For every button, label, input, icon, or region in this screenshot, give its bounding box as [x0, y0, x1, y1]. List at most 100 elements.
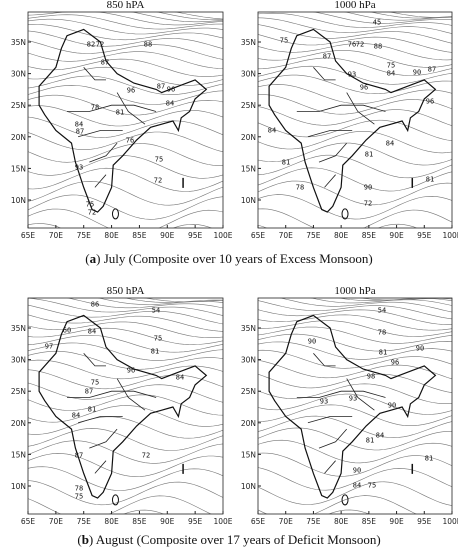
islands	[411, 463, 414, 474]
contour-line	[258, 208, 452, 228]
contour-label: 90	[413, 69, 421, 77]
lat-label: 30N	[11, 356, 26, 365]
contour-label: 93	[348, 71, 356, 79]
contour-label: 87	[75, 452, 83, 460]
contour-line	[258, 495, 417, 514]
contour-line	[258, 94, 452, 115]
map-area	[28, 12, 223, 228]
contour-label: 84	[386, 140, 394, 148]
lon-label: 95E	[188, 231, 203, 240]
contour-label: 75	[280, 37, 288, 45]
state-border	[318, 142, 348, 163]
contour-label: 72	[142, 452, 150, 460]
contour-line	[369, 12, 452, 19]
lon-label: 95E	[188, 517, 203, 526]
contour-label: 81	[282, 159, 290, 167]
contour-line	[258, 50, 452, 68]
contour-label: 75	[86, 201, 94, 209]
lon-label: 95E	[417, 517, 432, 526]
map-frame	[27, 297, 224, 515]
state-border	[83, 353, 106, 367]
contour-label: 86	[91, 301, 99, 309]
contour-line	[258, 154, 452, 179]
state-border	[318, 428, 348, 449]
contour-label: 82	[87, 41, 95, 49]
map-area	[258, 298, 452, 514]
caption-letter: a	[90, 251, 97, 266]
lon-label: 65E	[21, 231, 36, 240]
state-border	[83, 67, 106, 81]
lon-label: 85E	[132, 517, 147, 526]
lon-label: 80E	[104, 517, 119, 526]
contour-line	[388, 12, 452, 18]
lon-label: 80E	[104, 231, 119, 240]
state-border	[67, 104, 157, 112]
contour-label: 87	[157, 83, 165, 91]
contour-label: 88	[144, 41, 152, 49]
sri-lanka	[341, 494, 349, 506]
lat-label: 10N	[11, 196, 26, 205]
contour-label: 87	[85, 388, 93, 396]
contour-line	[258, 119, 452, 141]
contour-line	[258, 106, 452, 126]
contour-line	[258, 17, 452, 34]
caption-letter: b	[82, 532, 89, 547]
contour-line	[28, 105, 223, 127]
contour-label: 81	[379, 349, 387, 357]
state-border	[324, 460, 336, 474]
contour-label: 84	[268, 127, 276, 135]
lon-label: 90E	[160, 517, 175, 526]
contour-label: 87	[323, 53, 331, 61]
contour-label: 90	[416, 345, 424, 353]
contour-line	[258, 57, 452, 76]
contour-label: 75	[155, 156, 163, 164]
state-border	[307, 130, 353, 138]
lon-label: 80E	[334, 231, 349, 240]
contour-line	[97, 298, 223, 305]
state-border	[324, 174, 336, 188]
contour-line	[28, 143, 223, 166]
contour-label: 87	[101, 59, 109, 67]
contour-label: 90	[364, 184, 372, 192]
lon-label: 90E	[160, 231, 175, 240]
lat-label: 20N	[11, 419, 26, 428]
lat-label: 20N	[241, 419, 256, 428]
contour-line	[28, 405, 223, 427]
contour-line	[28, 84, 223, 105]
contour-label: 81	[425, 455, 433, 463]
lat-label: 15N	[241, 450, 256, 459]
contour-line	[258, 326, 452, 344]
contour-line	[258, 393, 452, 415]
contour-line	[258, 142, 452, 166]
contour-line	[28, 30, 223, 49]
contour-line	[66, 298, 223, 309]
contour-line	[28, 180, 223, 206]
lat-label: 15N	[11, 164, 26, 173]
lon-label: 85E	[362, 231, 377, 240]
caption-open: (	[77, 532, 81, 547]
contour-line	[258, 341, 452, 360]
contour-label: 81	[366, 437, 374, 445]
contour-line	[28, 440, 223, 464]
contour-label: 72	[154, 177, 162, 185]
contour-label: 81	[426, 176, 434, 184]
map-area	[28, 298, 223, 514]
contour-line	[258, 333, 452, 352]
sri-lanka	[111, 208, 119, 220]
islands	[182, 463, 184, 474]
contour-line	[28, 321, 223, 338]
state-border	[296, 104, 386, 112]
contour-line	[258, 65, 452, 85]
lat-label: 35N	[11, 38, 26, 47]
contour-line	[258, 84, 452, 105]
contour-line	[28, 453, 223, 478]
panel-title: 850 hPA	[107, 0, 145, 11]
lat-label: 35N	[241, 324, 256, 333]
contour-line	[28, 350, 223, 370]
contour-line	[279, 298, 452, 313]
coastline	[268, 314, 437, 499]
lon-label: 95E	[417, 231, 432, 240]
lat-label: 25N	[11, 101, 26, 110]
state-border	[77, 130, 123, 138]
